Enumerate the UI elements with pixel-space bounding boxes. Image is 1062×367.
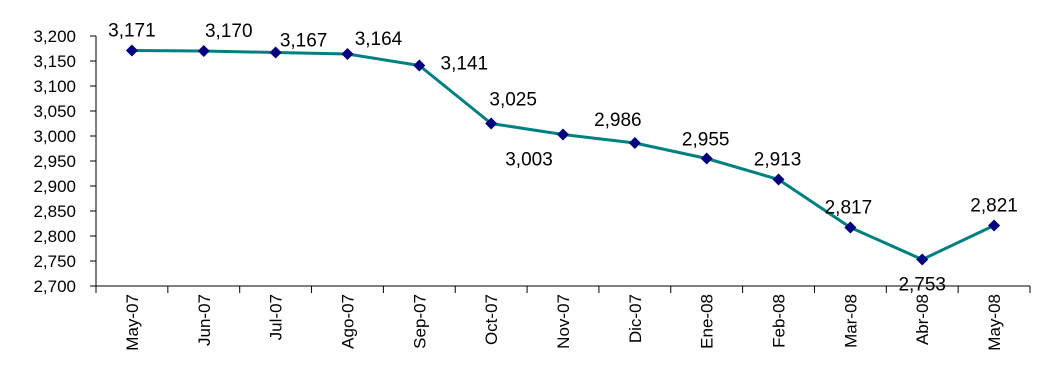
x-tick-label: Oct-07	[482, 294, 501, 345]
y-tick-label: 2,900	[33, 177, 76, 196]
x-tick-label: Nov-07	[554, 294, 573, 349]
data-label: 2,753	[898, 275, 946, 296]
x-tick-label: Ago-07	[338, 294, 357, 349]
data-point-marker	[413, 59, 426, 72]
y-tick-label: 3,050	[33, 102, 76, 121]
data-label: 2,817	[825, 198, 873, 219]
y-tick-label: 3,200	[33, 27, 76, 46]
data-point-marker	[197, 45, 210, 57]
series-group	[125, 44, 1001, 266]
data-label: 3,170	[205, 21, 253, 42]
data-point-marker	[125, 44, 138, 57]
y-tick-label: 2,700	[33, 277, 76, 296]
y-tick-label: 3,150	[33, 52, 76, 71]
data-point-marker	[844, 221, 857, 234]
x-axis: May-07 Jun-07 Jul-07 Ago-07 Sep-07 Oct-07 Nov-…	[95, 285, 1031, 351]
y-axis: 2,700 2,750 2,800 2,850 2,900 2,950 3,000 3,050…	[33, 27, 97, 296]
data-label: 2,821	[970, 196, 1018, 217]
y-tick-label: 3,100	[33, 77, 76, 96]
x-tick-label: Mar-08	[841, 294, 860, 348]
x-tick-label: Jul-07	[267, 294, 286, 340]
data-label: 3,167	[280, 31, 328, 52]
series-line	[131, 49, 995, 261]
y-tick-label: 2,800	[33, 227, 76, 246]
data-point-marker	[341, 48, 354, 60]
data-point-marker	[772, 173, 785, 186]
x-tick-label: Feb-08	[770, 294, 789, 348]
data-label: 3,164	[355, 29, 403, 50]
data-point-marker	[485, 117, 498, 130]
data-point-marker	[628, 137, 641, 149]
x-tick-label: Dic-07	[626, 294, 645, 343]
y-tick-label: 2,950	[33, 152, 76, 171]
data-label: 3,025	[489, 90, 537, 111]
data-point-marker	[916, 253, 929, 266]
data-point-marker	[988, 219, 1001, 232]
y-tick-label: 3,000	[33, 127, 76, 146]
x-tick-label: May-07	[123, 294, 142, 351]
data-label: 2,913	[754, 150, 802, 171]
data-label: 3,003	[505, 150, 553, 171]
data-point-marker	[269, 46, 282, 59]
data-label: 3,141	[441, 54, 489, 75]
data-point-marker	[700, 152, 713, 165]
y-tick-label: 2,750	[33, 252, 76, 271]
x-tick-label: Jun-07	[195, 294, 214, 346]
x-tick-label: Sep-07	[410, 294, 429, 349]
x-tick-label: Ene-08	[698, 294, 717, 349]
x-tick-label: Abr-08	[913, 294, 932, 345]
y-tick-label: 2,850	[33, 202, 76, 221]
data-label: 2,955	[682, 130, 730, 151]
x-tick-label: May-08	[985, 294, 1004, 351]
data-label: 2,986	[594, 110, 642, 131]
data-point-marker	[557, 128, 569, 141]
data-label: 3,171	[108, 21, 156, 42]
